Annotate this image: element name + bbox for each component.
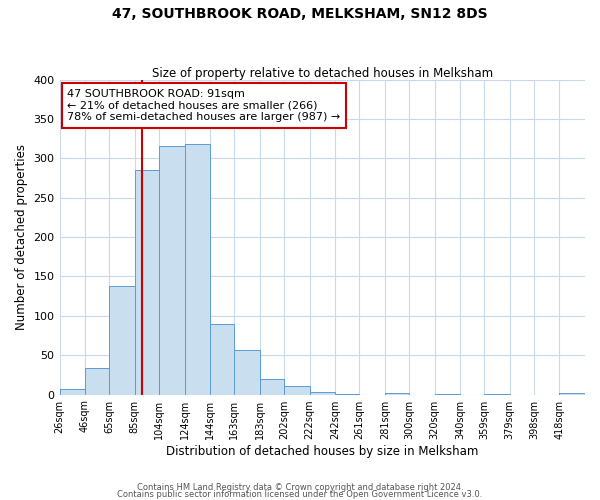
- Bar: [234, 350, 260, 395]
- Bar: [210, 324, 234, 394]
- Bar: [260, 379, 284, 394]
- Bar: [559, 393, 585, 394]
- Bar: [85, 368, 109, 394]
- Text: 47, SOUTHBROOK ROAD, MELKSHAM, SN12 8DS: 47, SOUTHBROOK ROAD, MELKSHAM, SN12 8DS: [112, 8, 488, 22]
- Bar: [385, 393, 409, 394]
- Text: 47 SOUTHBROOK ROAD: 91sqm
← 21% of detached houses are smaller (266)
78% of semi: 47 SOUTHBROOK ROAD: 91sqm ← 21% of detac…: [67, 89, 341, 122]
- Text: Contains HM Land Registry data © Crown copyright and database right 2024.: Contains HM Land Registry data © Crown c…: [137, 484, 463, 492]
- Title: Size of property relative to detached houses in Melksham: Size of property relative to detached ho…: [152, 66, 493, 80]
- Bar: [185, 144, 210, 395]
- Bar: [284, 386, 310, 394]
- Bar: [59, 389, 85, 394]
- Bar: [159, 146, 185, 394]
- X-axis label: Distribution of detached houses by size in Melksham: Distribution of detached houses by size …: [166, 444, 478, 458]
- Text: Contains public sector information licensed under the Open Government Licence v3: Contains public sector information licen…: [118, 490, 482, 499]
- Bar: [109, 286, 135, 395]
- Bar: [310, 392, 335, 394]
- Bar: [135, 170, 159, 394]
- Y-axis label: Number of detached properties: Number of detached properties: [15, 144, 28, 330]
